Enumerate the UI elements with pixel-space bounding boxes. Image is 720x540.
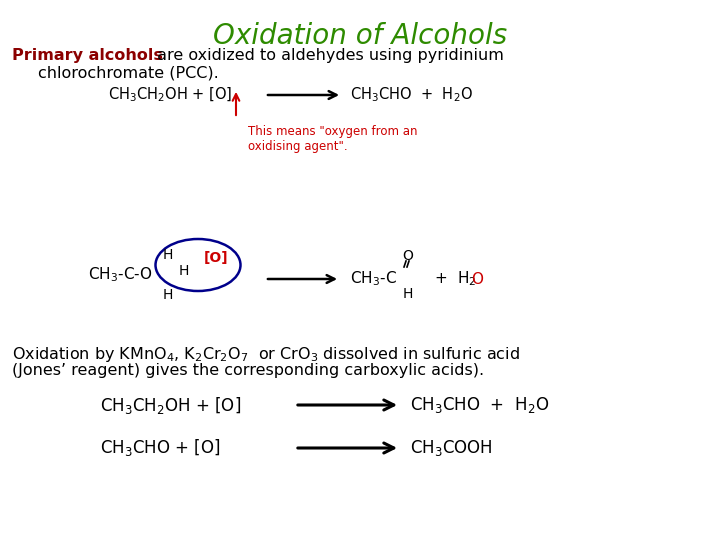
Text: CH$_3$COOH: CH$_3$COOH xyxy=(410,438,492,458)
Text: CH$_3$CH$_2$OH + [O]: CH$_3$CH$_2$OH + [O] xyxy=(108,86,233,104)
Text: Oxidation by KMnO$_4$, K$_2$Cr$_2$O$_7$  or CrO$_3$ dissolved in sulfuric acid: Oxidation by KMnO$_4$, K$_2$Cr$_2$O$_7$ … xyxy=(12,345,520,364)
Text: CH$_3$CHO + [O]: CH$_3$CHO + [O] xyxy=(100,437,220,458)
Text: H: H xyxy=(163,288,174,302)
Text: Oxidation of Alcohols: Oxidation of Alcohols xyxy=(213,22,507,50)
Text: CH$_3$-C: CH$_3$-C xyxy=(350,269,397,288)
Text: CH$_3$CH$_2$OH + [O]: CH$_3$CH$_2$OH + [O] xyxy=(100,395,241,415)
Text: CH$_3$CHO  +  H$_2$O: CH$_3$CHO + H$_2$O xyxy=(350,86,473,104)
Text: (Jones’ reagent) gives the corresponding carboxylic acids).: (Jones’ reagent) gives the corresponding… xyxy=(12,363,484,378)
Text: CH$_3$-C-O: CH$_3$-C-O xyxy=(88,266,153,285)
Text: H: H xyxy=(179,264,189,278)
Text: are oxidized to aldehydes using pyridinium: are oxidized to aldehydes using pyridini… xyxy=(152,48,504,63)
Text: O: O xyxy=(402,249,413,263)
Text: H: H xyxy=(163,248,174,262)
Text: Primary alcohols: Primary alcohols xyxy=(12,48,163,63)
Text: O: O xyxy=(471,272,483,287)
Text: CH$_3$CHO  +  H$_2$O: CH$_3$CHO + H$_2$O xyxy=(410,395,549,415)
Text: H: H xyxy=(402,287,413,301)
Text: chlorochromate (PCC).: chlorochromate (PCC). xyxy=(38,65,219,80)
Text: [O]: [O] xyxy=(204,251,228,265)
Text: This means "oxygen from an
oxidising agent".: This means "oxygen from an oxidising age… xyxy=(248,125,418,153)
Text: +  H$_2$: + H$_2$ xyxy=(425,269,477,288)
